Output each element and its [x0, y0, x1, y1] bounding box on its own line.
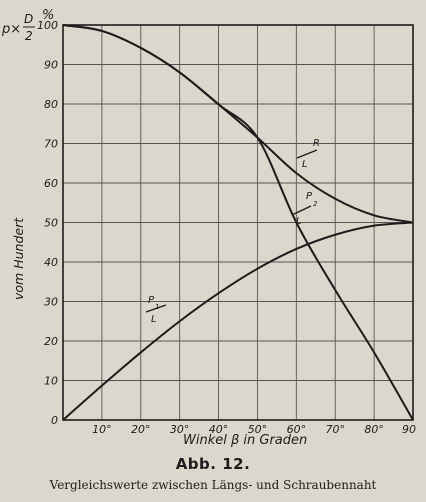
x-tick-label: 50° [248, 423, 268, 436]
x-tick-label: 30° [170, 423, 190, 436]
svg-text:%: % [42, 8, 54, 23]
x-tick-label: 10° [92, 423, 112, 436]
grid [63, 25, 413, 420]
figure-number: Abb. 12. [175, 455, 251, 473]
y-tick-label: 40 [44, 256, 58, 269]
y-tick-label: 80 [44, 98, 58, 111]
figure-caption: Vergleichswerte zwischen Längs- und Schr… [49, 478, 377, 492]
x-tick-label: 60° [287, 423, 307, 436]
series-line-2 [62, 221, 414, 421]
svg-text:D: D [24, 12, 33, 26]
tick-labels: 0 10 20 30 40 50 60 70 80 90 100 10° 20° 30° 40° 50° 60°… [37, 19, 416, 436]
x-axis-title: Winkel β in Graden [183, 433, 307, 448]
y-tick-label: 70 [44, 138, 58, 151]
series-line-1 [62, 24, 414, 421]
y-tick-label: 100 [37, 19, 58, 32]
y-tick-label: 90 [44, 59, 58, 72]
plot-frame [62, 24, 414, 421]
svg-text:2: 2 [313, 200, 318, 208]
x-tick-label: 80° [364, 423, 384, 436]
x-tick-label: 90 [402, 423, 416, 436]
x-tick-label: 40° [209, 423, 229, 436]
y-tick-label: 0 [51, 414, 58, 427]
label-p2-over-l: P 2 L [291, 191, 318, 227]
svg-text:p×: p× [1, 22, 21, 37]
svg-text:R: R [313, 138, 320, 149]
y-tick-label: 60 [44, 177, 58, 190]
x-tick-label: 70° [325, 423, 345, 436]
curves [62, 24, 414, 421]
y-tick-label: 20 [44, 335, 58, 348]
svg-text:L: L [151, 314, 157, 325]
x-tick-label: 20° [131, 423, 151, 436]
svg-text:P: P [306, 191, 313, 202]
label-p1-over-l: P 1 L [145, 295, 167, 325]
svg-text:P: P [148, 295, 155, 306]
chart: 0 10 20 30 40 50 60 70 80 90 100 10° 20° 30° 40° 50° 60°… [1, 8, 416, 448]
y-tick-label: 50 [44, 217, 58, 230]
svg-text:L: L [296, 216, 302, 227]
series-line-0 [62, 24, 414, 224]
svg-text:2: 2 [25, 29, 33, 43]
y-tick-label: 10 [44, 375, 58, 388]
svg-text:1: 1 [155, 303, 159, 311]
label-r-over-l: R L [296, 138, 320, 170]
unit-label: p× D 2 % [1, 8, 54, 43]
y-axis-title: vom Hundert [11, 217, 26, 300]
y-tick-label: 30 [44, 296, 58, 309]
svg-text:L: L [302, 159, 308, 170]
